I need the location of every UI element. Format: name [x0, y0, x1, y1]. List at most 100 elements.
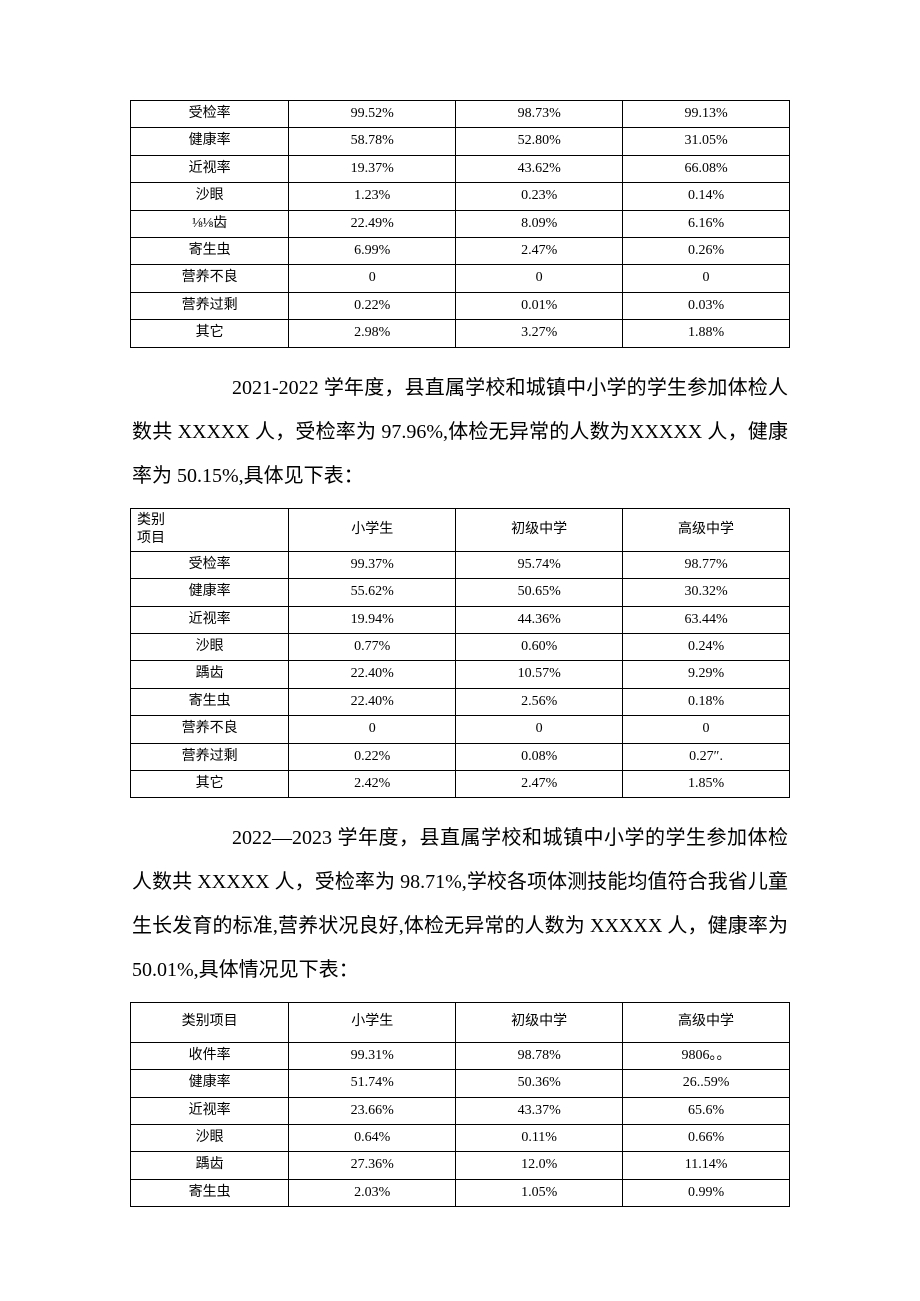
document-page: 受检率99.52%98.73%99.13%健康率58.78%52.80%31.0… [0, 0, 920, 1265]
row-value: 0 [623, 716, 790, 743]
row-value: 0.66% [623, 1124, 790, 1151]
row-value: 0.64% [289, 1124, 456, 1151]
row-label: 营养不良 [131, 716, 289, 743]
row-value: 0.11% [456, 1124, 623, 1151]
row-value: 31.05% [623, 128, 790, 155]
header-category-label: 类别 [137, 512, 282, 530]
row-value: 2.42% [289, 771, 456, 798]
table-header-row: 类别项目 小学生 初级中学 高级中学 [131, 1003, 790, 1042]
row-label: 收件率 [131, 1042, 289, 1069]
row-value: 0.26% [623, 237, 790, 264]
table-row: ⅛⅛齿22.49%8.09%6.16% [131, 210, 790, 237]
row-label: 踽齿 [131, 661, 289, 688]
row-label: 其它 [131, 320, 289, 347]
row-value: 98.77% [623, 551, 790, 578]
row-value: 0.03% [623, 292, 790, 319]
health-table-3: 类别项目 小学生 初级中学 高级中学 收件率99.31%98.78%9806。。… [130, 1002, 790, 1207]
table-row: 受检率99.37%95.74%98.77% [131, 551, 790, 578]
row-value: 0 [289, 265, 456, 292]
row-value: 12.0% [456, 1152, 623, 1179]
row-value: 2.03% [289, 1179, 456, 1206]
row-value: 27.36% [289, 1152, 456, 1179]
row-label: 健康率 [131, 579, 289, 606]
row-value: 0 [456, 265, 623, 292]
row-value: 99.52% [289, 101, 456, 128]
row-value: 0.18% [623, 688, 790, 715]
row-label: 寄生虫 [131, 1179, 289, 1206]
row-label: 寄生虫 [131, 688, 289, 715]
header-junior-school: 初级中学 [456, 1003, 623, 1042]
row-value: 22.49% [289, 210, 456, 237]
header-item-label: 项目 [137, 530, 282, 548]
row-label: 健康率 [131, 1070, 289, 1097]
row-value: 2.98% [289, 320, 456, 347]
row-value: 0.22% [289, 743, 456, 770]
row-value: 50.36% [456, 1070, 623, 1097]
paragraph-2022-2023: 2022—2023 学年度，县直属学校和城镇中小学的学生参加体检人数共 XXXX… [130, 816, 790, 992]
row-label: 其它 [131, 771, 289, 798]
header-primary-school: 小学生 [289, 508, 456, 551]
table-row: 近视率19.94%44.36%63.44% [131, 606, 790, 633]
row-value: 95.74% [456, 551, 623, 578]
row-value: 65.6% [623, 1097, 790, 1124]
row-value: 3.27% [456, 320, 623, 347]
row-value: 52.80% [456, 128, 623, 155]
row-value: 19.37% [289, 155, 456, 182]
row-value: 0.14% [623, 183, 790, 210]
table-row: 营养不良000 [131, 265, 790, 292]
row-value: 30.32% [623, 579, 790, 606]
row-value: 10.57% [456, 661, 623, 688]
row-value: 8.09% [456, 210, 623, 237]
row-value: 1.05% [456, 1179, 623, 1206]
table-row: 健康率51.74%50.36%26..59% [131, 1070, 790, 1097]
table-row: 踽齿27.36%12.0%11.14% [131, 1152, 790, 1179]
table-row: 营养过剩0.22%0.01%0.03% [131, 292, 790, 319]
row-value: 0.24% [623, 634, 790, 661]
row-label: 营养过剩 [131, 743, 289, 770]
table-row: 近视率19.37%43.62%66.08% [131, 155, 790, 182]
table-row: 踽齿22.40%10.57%9.29% [131, 661, 790, 688]
row-value: 66.08% [623, 155, 790, 182]
row-value: 55.62% [289, 579, 456, 606]
row-value: 0.27″. [623, 743, 790, 770]
row-value: 0.23% [456, 183, 623, 210]
row-value: 99.37% [289, 551, 456, 578]
row-value: 99.31% [289, 1042, 456, 1069]
row-value: 2.47% [456, 771, 623, 798]
health-table-2: 类别 项目 小学生 初级中学 高级中学 受检率99.37%95.74%98.77… [130, 508, 790, 799]
row-label: 沙眼 [131, 183, 289, 210]
row-value: 22.40% [289, 688, 456, 715]
row-value: 98.78% [456, 1042, 623, 1069]
header-senior-school: 高级中学 [623, 508, 790, 551]
row-value: 43.62% [456, 155, 623, 182]
row-value: 26..59% [623, 1070, 790, 1097]
row-label: 沙眼 [131, 634, 289, 661]
row-value: 58.78% [289, 128, 456, 155]
table-header-row: 类别 项目 小学生 初级中学 高级中学 [131, 508, 790, 551]
row-label: ⅛⅛齿 [131, 210, 289, 237]
row-value: 0.77% [289, 634, 456, 661]
row-value: 2.47% [456, 237, 623, 264]
row-value: 63.44% [623, 606, 790, 633]
row-value: 23.66% [289, 1097, 456, 1124]
row-value: 0.60% [456, 634, 623, 661]
row-value: 0 [623, 265, 790, 292]
table-row: 寄生虫2.03%1.05%0.99% [131, 1179, 790, 1206]
header-junior-school: 初级中学 [456, 508, 623, 551]
row-value: 2.56% [456, 688, 623, 715]
row-value: 51.74% [289, 1070, 456, 1097]
table-row: 营养不良000 [131, 716, 790, 743]
row-label: 踽齿 [131, 1152, 289, 1179]
row-value: 44.36% [456, 606, 623, 633]
row-label: 健康率 [131, 128, 289, 155]
table-row: 寄生虫6.99%2.47%0.26% [131, 237, 790, 264]
row-value: 0 [456, 716, 623, 743]
row-value: 0.08% [456, 743, 623, 770]
table-row: 近视率23.66%43.37%65.6% [131, 1097, 790, 1124]
health-table-1: 受检率99.52%98.73%99.13%健康率58.78%52.80%31.0… [130, 100, 790, 348]
header-category-item: 类别项目 [131, 1003, 289, 1042]
table-row: 健康率55.62%50.65%30.32% [131, 579, 790, 606]
table-row: 其它2.42%2.47%1.85% [131, 771, 790, 798]
row-value: 43.37% [456, 1097, 623, 1124]
row-value: 9.29% [623, 661, 790, 688]
